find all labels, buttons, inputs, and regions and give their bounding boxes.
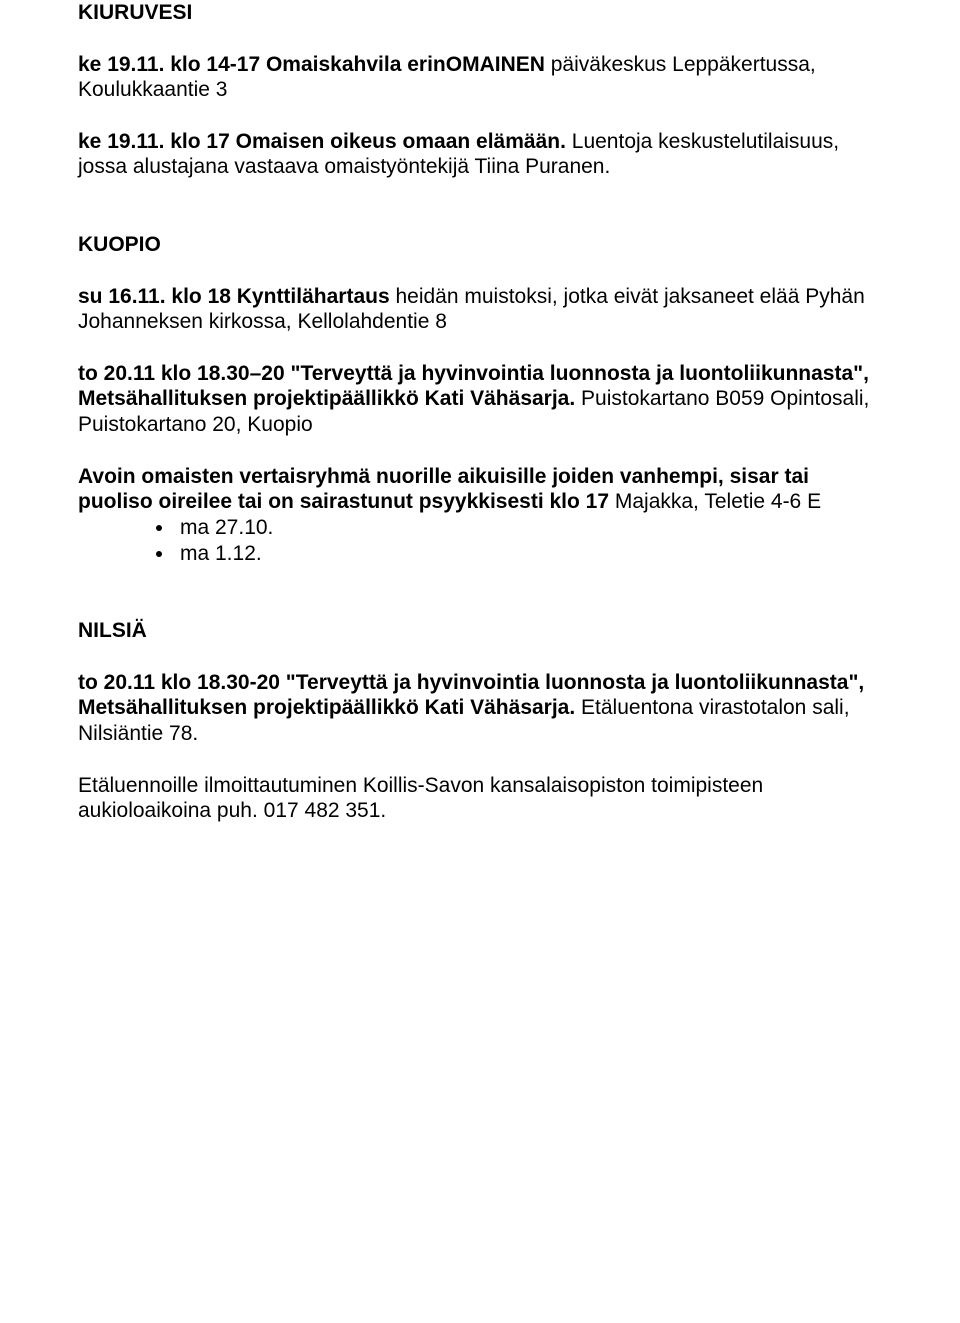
kuopio-paragraph-2: to 20.11 klo 18.30–20 "Terveyttä ja hyvi… <box>78 361 882 438</box>
list-item: ma 27.10. <box>78 515 882 541</box>
kuopio-p1-bold: su 16.11. klo 18 Kynttilähartaus <box>78 285 390 308</box>
document-page: KIURUVESI ke 19.11. klo 14-17 Omaiskahvi… <box>0 0 960 1323</box>
nilsia-paragraph-2: Etäluennoille ilmoittautuminen Koillis-S… <box>78 773 882 824</box>
bullet-text: ma 1.12. <box>180 541 262 567</box>
bullet-icon <box>156 551 162 557</box>
kiuruvesi-p2-bold: ke 19.11. klo 17 Omaisen oikeus omaan el… <box>78 130 566 153</box>
nilsia-paragraph-1: to 20.11 klo 18.30-20 "Terveyttä ja hyvi… <box>78 670 882 747</box>
section-gap <box>78 592 882 618</box>
kuopio-block-3: Avoin omaisten vertaisryhmä nuorille aik… <box>78 464 882 566</box>
section-title-nilsia: NILSIÄ <box>78 618 882 644</box>
section-gap <box>78 206 882 232</box>
kiuruvesi-p1-bold: ke 19.11. klo 14-17 Omaiskahvila erinOMA… <box>78 53 545 76</box>
section-title-kiuruvesi: KIURUVESI <box>78 0 882 26</box>
kuopio-p3-rest: Majakka, Teletie 4-6 E <box>609 490 821 513</box>
bullet-text: ma 27.10. <box>180 515 273 541</box>
kuopio-paragraph-3: Avoin omaisten vertaisryhmä nuorille aik… <box>78 464 882 515</box>
kiuruvesi-paragraph-1: ke 19.11. klo 14-17 Omaiskahvila erinOMA… <box>78 52 882 103</box>
list-item: ma 1.12. <box>78 541 882 567</box>
kuopio-paragraph-1: su 16.11. klo 18 Kynttilähartaus heidän … <box>78 284 882 335</box>
section-title-kuopio: KUOPIO <box>78 232 882 258</box>
bullet-icon <box>156 525 162 531</box>
kiuruvesi-paragraph-2: ke 19.11. klo 17 Omaisen oikeus omaan el… <box>78 129 882 180</box>
